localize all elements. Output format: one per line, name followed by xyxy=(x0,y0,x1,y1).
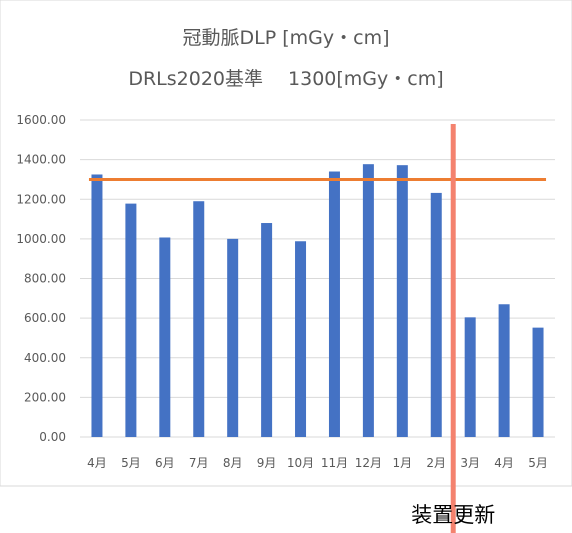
x-tick-label: 11月 xyxy=(321,456,348,470)
bar xyxy=(430,192,442,437)
x-tick-label: 10月 xyxy=(287,456,314,470)
x-tick-label: 4月 xyxy=(494,456,514,470)
bar xyxy=(227,238,239,437)
x-tick-label: 1月 xyxy=(393,456,413,470)
y-tick-label: 600.00 xyxy=(24,311,66,325)
x-tick-label: 5月 xyxy=(121,456,141,470)
equipment-update-label: 装置更新 xyxy=(411,503,495,527)
x-tick-label: 12月 xyxy=(355,456,382,470)
y-axis-tick-labels: 0.00 200.00 400.00 600.00 800.00 1000.00 1200.… xyxy=(16,113,66,444)
chart-subtitle: DRLs2020基準 1300[mGy・cm] xyxy=(128,68,443,90)
bar xyxy=(498,304,510,437)
bar xyxy=(396,165,408,438)
x-tick-label: 5月 xyxy=(528,456,548,470)
bar xyxy=(91,174,103,437)
chart-title: 冠動脈DLP [mGy・cm] xyxy=(183,27,390,49)
bar-series xyxy=(91,164,544,438)
x-axis-tick-labels: 4月 5月 6月 7月 8月 9月 10月 11月 12月 1月 2月 3月 4月 5月 xyxy=(87,456,548,470)
bar xyxy=(125,203,137,437)
bar xyxy=(193,201,205,437)
y-tick-label: 1600.00 xyxy=(16,113,66,127)
bar xyxy=(328,171,340,437)
bar xyxy=(261,223,273,437)
y-tick-label: 400.00 xyxy=(24,351,66,365)
y-tick-label: 1400.00 xyxy=(16,153,66,167)
x-tick-label: 9月 xyxy=(257,456,277,470)
bar xyxy=(464,317,476,437)
bar xyxy=(295,241,307,437)
y-tick-label: 200.00 xyxy=(24,390,66,404)
x-tick-label: 2月 xyxy=(426,456,446,470)
bar xyxy=(159,237,171,437)
x-tick-label: 4月 xyxy=(87,456,107,470)
x-tick-label: 8月 xyxy=(223,456,243,470)
bar xyxy=(362,164,374,437)
y-tick-label: 800.00 xyxy=(24,272,66,286)
bar xyxy=(532,327,544,437)
y-tick-label: 1000.00 xyxy=(16,232,66,246)
y-tick-label: 0.00 xyxy=(39,430,66,444)
x-tick-label: 6月 xyxy=(155,456,175,470)
x-tick-label: 7月 xyxy=(189,456,209,470)
gridlines xyxy=(80,119,555,438)
x-tick-label: 3月 xyxy=(460,456,480,470)
y-tick-label: 1200.00 xyxy=(16,192,66,206)
